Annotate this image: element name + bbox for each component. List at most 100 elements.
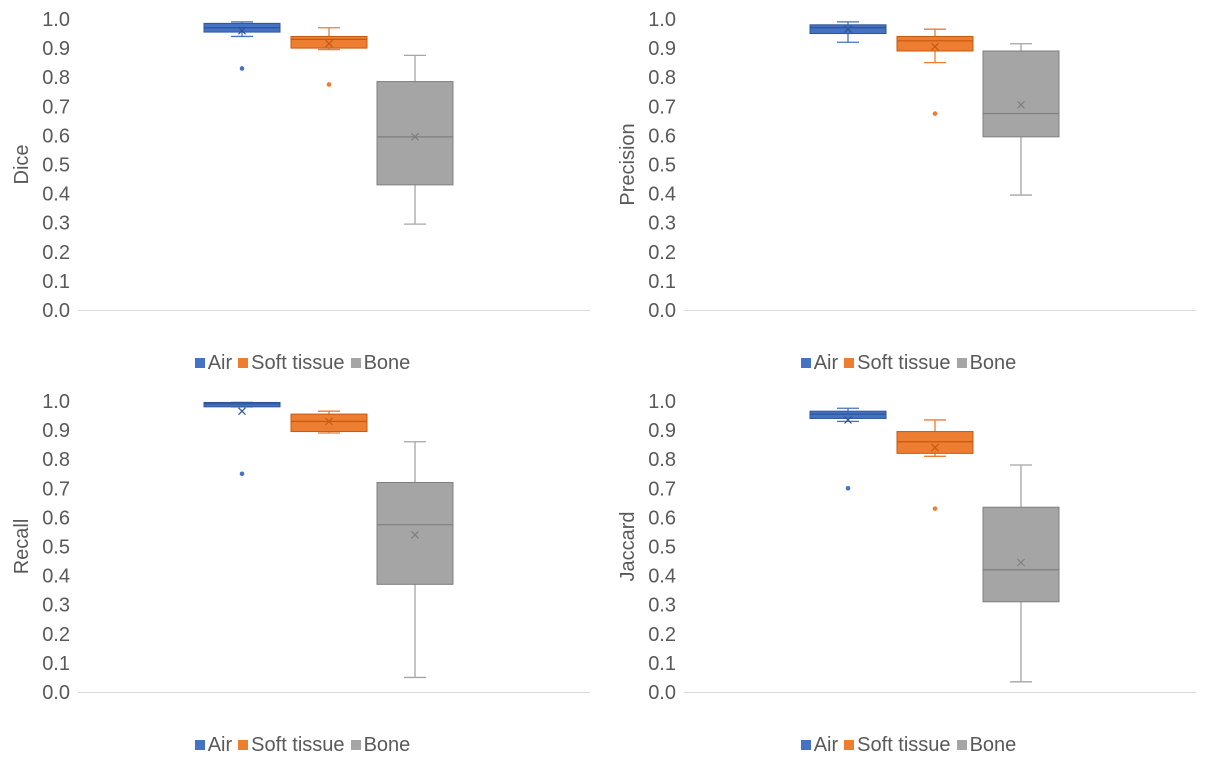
legend-label: Air [813,734,839,756]
legend-label: Soft tissue [857,352,951,374]
mean-marker [931,443,939,452]
mean-marker [238,407,246,416]
legend-swatch [238,358,249,368]
box-air [203,21,281,71]
y-tick-label: 0.6 [42,507,70,529]
legend-swatch [800,740,811,750]
y-tick-label: 0.8 [648,67,676,89]
legend-item-bone: Bone [350,734,411,757]
legend-item-soft-tissue: Soft tissue [238,734,345,757]
y-tick-label: 0.4 [648,566,676,588]
box-body [982,506,1060,603]
legend-swatch [238,740,249,750]
y-tick-label: 0.7 [42,96,70,118]
mean-marker [1017,100,1025,109]
y-tick-label: 0.4 [648,184,676,206]
y-tick-label: 0.3 [42,213,70,235]
legend-item-bone: Bone [956,352,1016,375]
box-body [290,413,368,433]
y-tick-label: 0.3 [42,595,70,617]
legend-label: Bone [363,352,411,374]
outlier-point [932,111,938,116]
legend-item-soft-tissue: Soft tissue [844,734,951,757]
legend: Air Soft tissue Bone [0,734,605,757]
y-tick-label: 0.2 [42,242,70,264]
legend-label: Soft tissue [251,734,345,756]
box-soft-tissue [290,410,368,434]
box-body [896,431,974,454]
y-tick-label: 0.2 [42,624,70,646]
y-tick-label: 0.0 [42,682,70,704]
legend: Air Soft tissue Bone [0,352,605,375]
y-tick-label: 0.7 [648,96,676,118]
mean-marker [238,26,246,35]
chart-svg: Precision 0.0 0.1 0.2 0.3 0.4 0.5 0.6 0.7 0.8 0.9 1… [617,9,1196,322]
y-tick-label: 0.4 [42,184,70,206]
y-tick-label: 0.7 [42,478,70,500]
legend-label: Soft tissue [251,352,345,374]
box-bone [376,441,454,679]
jaccard-chart-panel: Jaccard 0.0 0.1 0.2 0.3 0.4 0.5 0.6 0.7 0.8 0.9 1.0… [606,382,1211,763]
mean-marker [411,530,419,539]
y-tick-label: 0.1 [42,271,70,293]
legend-item-bone: Bone [350,352,411,375]
legend-swatch [800,358,811,368]
box-soft-tissue [896,28,974,116]
mean-marker [931,42,939,51]
dice-chart-panel: Dice 0.0 0.1 0.2 0.3 0.4 0.5 0.6 0.7 0.8 0.9 1.0 Air… [0,0,605,381]
y-tick-label: 0.3 [648,595,676,617]
y-tick-label: 0.3 [648,213,676,235]
y-tick-label: 0.1 [648,271,676,293]
legend-label: Air [207,352,233,374]
box-soft-tissue [290,27,368,87]
box-soft-tissue [896,419,974,511]
y-tick-label: 1.0 [42,9,70,31]
legend: Air Soft tissue Bone [606,734,1211,757]
y-tick-label: 0.5 [648,537,676,559]
legend-item-soft-tissue: Soft tissue [844,352,951,375]
y-tick-label: 0.7 [648,478,676,500]
y-tick-label: 0.4 [42,566,70,588]
chart-svg: Recall 0.0 0.1 0.2 0.3 0.4 0.5 0.6 0.7 0.8 0.9 1.0 [11,391,590,704]
box-air [203,401,281,477]
mean-marker [325,39,333,48]
y-tick-label: 0.5 [42,155,70,177]
y-tick-label: 0.9 [42,38,70,60]
legend-swatch [956,740,967,750]
y-tick-label: 0.9 [648,38,676,60]
legend-label: Air [813,352,839,374]
legend-item-air: Air [800,734,839,757]
outlier-point [326,82,332,87]
chart-svg: Dice 0.0 0.1 0.2 0.3 0.4 0.5 0.6 0.7 0.8 0.9 1.0 [11,9,590,322]
y-tick-label: 0.0 [648,682,676,704]
mean-marker [325,417,333,426]
legend-label: Soft tissue [857,734,951,756]
legend-swatch [194,358,205,368]
legend-item-air: Air [800,352,839,375]
y-tick-label: 0.6 [648,125,676,147]
legend-item-air: Air [194,352,233,375]
legend-swatch [350,740,361,750]
precision-chart-panel: Precision 0.0 0.1 0.2 0.3 0.4 0.5 0.6 0.7 0.8 0.9 1… [606,0,1211,381]
box-body [982,50,1060,138]
recall-chart-panel: Recall 0.0 0.1 0.2 0.3 0.4 0.5 0.6 0.7 0.8 0.9 1.0 A… [0,382,605,763]
legend-label: Bone [363,734,411,756]
y-tick-label: 0.6 [648,507,676,529]
y-tick-label: 0.0 [648,300,676,322]
box-bone [982,464,1060,683]
chart-svg: Jaccard 0.0 0.1 0.2 0.3 0.4 0.5 0.6 0.7 0.8 0.9 1.0 [617,391,1196,704]
legend-swatch [844,358,855,368]
y-tick-label: 0.5 [648,155,676,177]
y-axis-title: Dice [11,144,33,184]
y-tick-label: 0.8 [648,449,676,471]
legend-swatch [956,358,967,368]
y-axis-title: Precision [617,123,639,205]
y-tick-label: 0.2 [648,624,676,646]
mean-marker [411,132,419,141]
y-tick-label: 0.6 [42,125,70,147]
box-bone [376,54,454,225]
legend-label: Air [207,734,233,756]
legend-label: Bone [969,734,1017,756]
legend-item-bone: Bone [956,734,1017,757]
mean-marker [1017,558,1025,567]
